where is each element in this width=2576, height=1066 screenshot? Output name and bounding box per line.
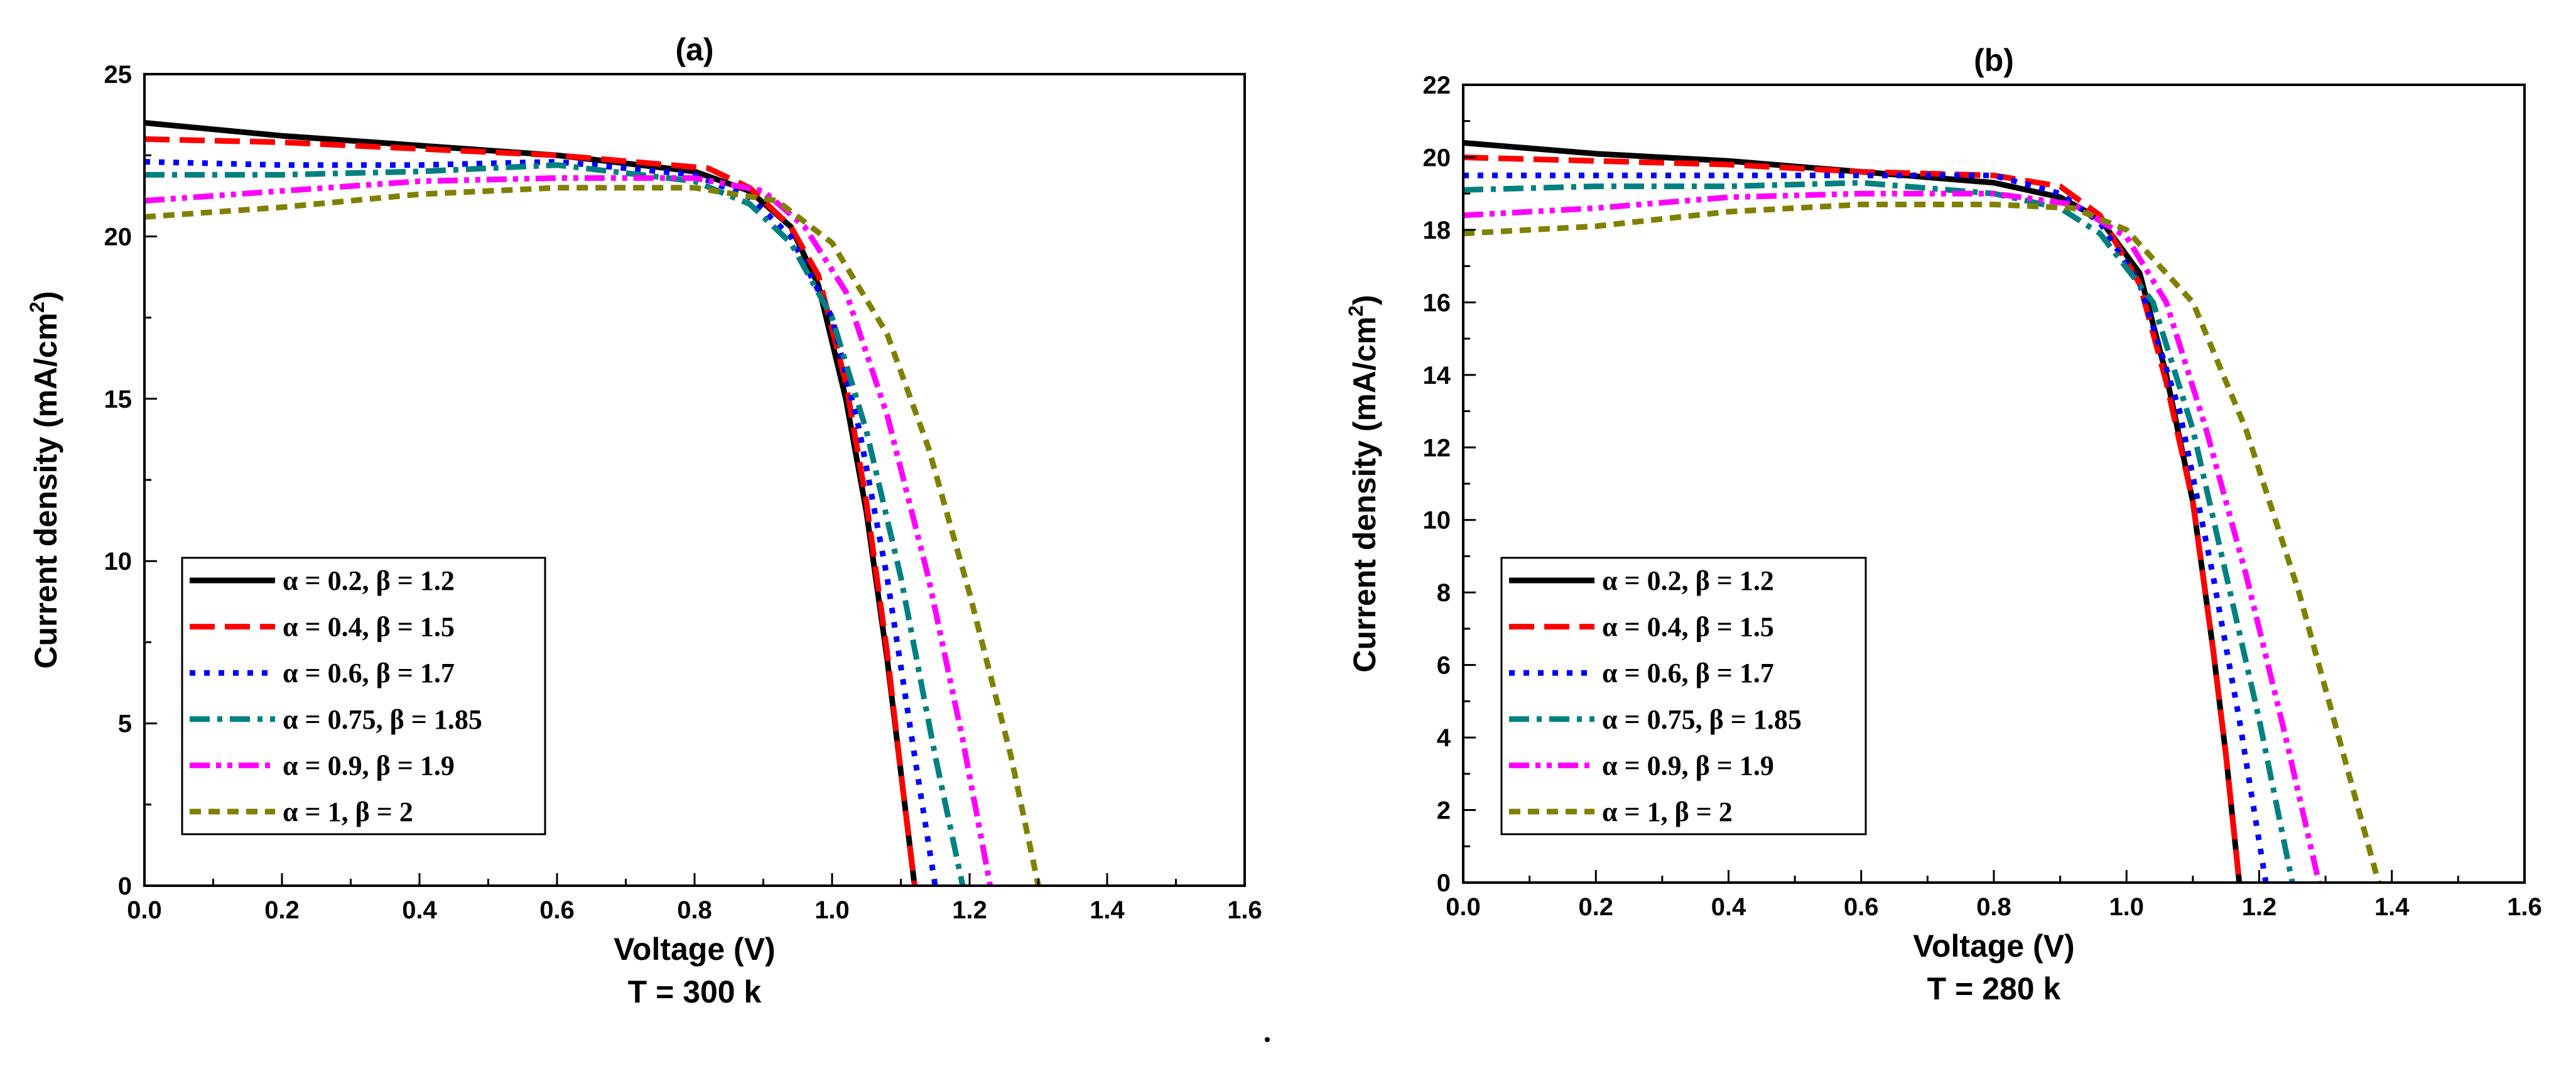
- x-tick-label: 1.6: [2507, 893, 2542, 921]
- y-axis-label-text: Current density (mA/cm: [28, 313, 63, 669]
- x-axis-label: Voltage (V): [614, 932, 775, 967]
- series-line-6: [144, 185, 1041, 886]
- stray-dot: [1265, 1037, 1270, 1042]
- legend-label-5: α = 0.9, β = 1.9: [1602, 750, 1774, 781]
- x-tick-label: 1.2: [2242, 893, 2277, 921]
- legend-label-6: α = 1, β = 2: [283, 797, 413, 827]
- legend-label-1: α = 0.2, β = 1.2: [1602, 565, 1774, 596]
- legend-label-2: α = 0.4, β = 1.5: [283, 612, 455, 643]
- y-tick-label: 20: [1423, 144, 1451, 171]
- series-group: [144, 120, 1041, 886]
- y-tick-label: 22: [1423, 72, 1451, 99]
- legend-box: [1500, 557, 1867, 835]
- legend-label-4: α = 0.75, β = 1.85: [283, 704, 482, 735]
- x-tick-label: 0.6: [539, 896, 575, 924]
- x-tick-label: 0.8: [1976, 893, 2011, 921]
- y-tick-label: 4: [1437, 724, 1451, 752]
- legend: α = 0.2, β = 1.2 α = 0.4, β = 1.5 α = 0.6,…: [181, 557, 546, 835]
- legend-box: [181, 557, 546, 835]
- legend-label-4: α = 0.75, β = 1.85: [1602, 704, 1802, 735]
- y-tick-label: 14: [1423, 362, 1451, 389]
- x-axis-label: Voltage (V): [1913, 928, 2074, 964]
- y-tick-label: 10: [104, 548, 133, 575]
- x-tick-label: 0.2: [264, 896, 300, 924]
- y-tick-label: 20: [104, 223, 133, 251]
- y-tick-label: 6: [1437, 652, 1451, 680]
- x-tick-label: 0.4: [402, 896, 437, 924]
- y-tick-label: 8: [1437, 579, 1451, 607]
- series-line-3: [1463, 172, 2269, 883]
- y-tick-label: 12: [1423, 434, 1451, 462]
- x-tick-label: 0.0: [127, 896, 162, 924]
- x-tick-label: 0.2: [1578, 893, 1613, 921]
- x-tick-label: 0.4: [1711, 893, 1746, 921]
- y-axis-label-close: ): [28, 291, 63, 302]
- y-axis-label-text: Current density (mA/cm: [1347, 317, 1382, 673]
- y-tick-label: 15: [104, 386, 133, 413]
- series-line-2: [1463, 155, 2243, 883]
- series-group: [1463, 139, 2381, 883]
- y-axis-label-superscript: 2: [1345, 305, 1367, 317]
- y-tick-label: 2: [1437, 797, 1451, 825]
- legend-label-3: α = 0.6, β = 1.7: [1602, 658, 1774, 688]
- x-tick-label: 1.0: [814, 896, 850, 924]
- legend-label-1: α = 0.2, β = 1.2: [283, 565, 455, 596]
- series-line-4: [1463, 180, 2295, 883]
- y-tick-label: 5: [118, 710, 132, 738]
- legend-label-6: α = 1, β = 2: [1602, 797, 1733, 827]
- y-tick-label: 10: [1423, 507, 1451, 535]
- y-tick-label: 0: [1437, 869, 1451, 897]
- y-axis-label: Current density (mA/cm2): [26, 291, 63, 668]
- series-line-6: [1463, 202, 2381, 883]
- x-tick-label: 0.6: [1844, 893, 1879, 921]
- series-line-3: [144, 159, 938, 886]
- x-tick-label: 0.0: [1446, 893, 1481, 921]
- temperature-caption: T = 300 k: [628, 974, 762, 1009]
- chart-title: (b): [1974, 43, 2014, 78]
- series-line-2: [144, 136, 917, 886]
- y-axis-label: Current density (mA/cm2): [1345, 295, 1382, 672]
- x-tick-label: 1.4: [1090, 896, 1125, 924]
- series-line-4: [144, 162, 966, 886]
- x-tick-label: 1.6: [1227, 896, 1262, 924]
- legend: α = 0.2, β = 1.2 α = 0.4, β = 1.5 α = 0.6,…: [1500, 557, 1867, 835]
- chart-title: (a): [675, 32, 713, 67]
- chart-panel-a: (a) 0.0 0.2 0.4 0.6 0.8 1.0 1.2 1.4 1.6 0 5 10 15 20 25…: [26, 32, 1262, 1009]
- y-tick-label: 16: [1423, 289, 1451, 317]
- legend-label-2: α = 0.4, β = 1.5: [1602, 612, 1774, 643]
- y-tick-label: 0: [118, 873, 132, 900]
- legend-label-3: α = 0.6, β = 1.7: [283, 658, 455, 688]
- y-axis-label-close: ): [1347, 295, 1382, 305]
- y-axis-label-superscript: 2: [26, 302, 48, 313]
- x-tick-label: 1.0: [2109, 893, 2144, 921]
- y-tick-label: 25: [104, 61, 133, 89]
- chart-panel-b: (b) 0.0 0.2 0.4 0.6 0.8 1.0 1.2 1.4 1.6 0 2 4 6 8 10 12 1…: [1345, 43, 2542, 1006]
- legend-label-5: α = 0.9, β = 1.9: [283, 750, 455, 781]
- temperature-caption: T = 280 k: [1927, 971, 2061, 1006]
- x-tick-label: 1.2: [952, 896, 987, 924]
- x-tick-label: 0.8: [677, 896, 712, 924]
- x-tick-label: 1.4: [2374, 893, 2410, 921]
- y-tick-label: 18: [1423, 217, 1451, 244]
